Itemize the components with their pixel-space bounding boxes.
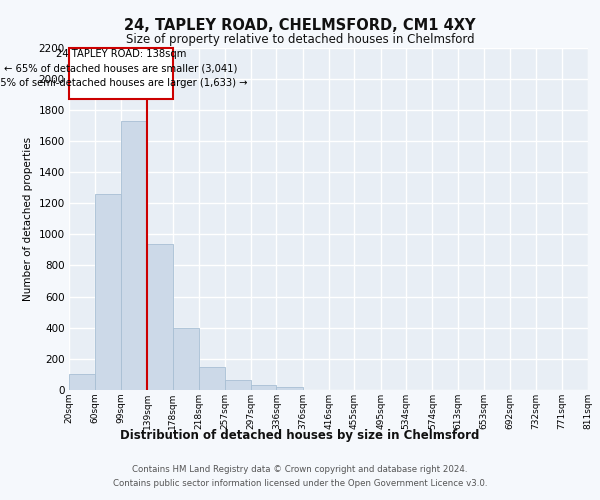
Text: Contains HM Land Registry data © Crown copyright and database right 2024.
Contai: Contains HM Land Registry data © Crown c… — [113, 466, 487, 487]
Text: Size of property relative to detached houses in Chelmsford: Size of property relative to detached ho… — [125, 32, 475, 46]
Text: Distribution of detached houses by size in Chelmsford: Distribution of detached houses by size … — [121, 430, 479, 442]
FancyBboxPatch shape — [69, 48, 173, 99]
Bar — [121, 120, 147, 390]
Bar — [173, 328, 199, 390]
Bar — [147, 244, 173, 390]
Text: 35% of semi-detached houses are larger (1,633) →: 35% of semi-detached houses are larger (… — [0, 78, 248, 88]
Y-axis label: Number of detached properties: Number of detached properties — [23, 136, 33, 301]
Text: 24, TAPLEY ROAD, CHELMSFORD, CM1 4XY: 24, TAPLEY ROAD, CHELMSFORD, CM1 4XY — [124, 18, 476, 32]
Bar — [277, 387, 302, 390]
Bar — [224, 380, 251, 390]
Text: ← 65% of detached houses are smaller (3,041): ← 65% of detached houses are smaller (3,… — [4, 64, 238, 74]
Bar — [251, 384, 277, 390]
Bar — [69, 374, 95, 390]
Text: 24 TAPLEY ROAD: 138sqm: 24 TAPLEY ROAD: 138sqm — [56, 49, 186, 59]
Bar — [199, 366, 224, 390]
Bar — [95, 194, 121, 390]
